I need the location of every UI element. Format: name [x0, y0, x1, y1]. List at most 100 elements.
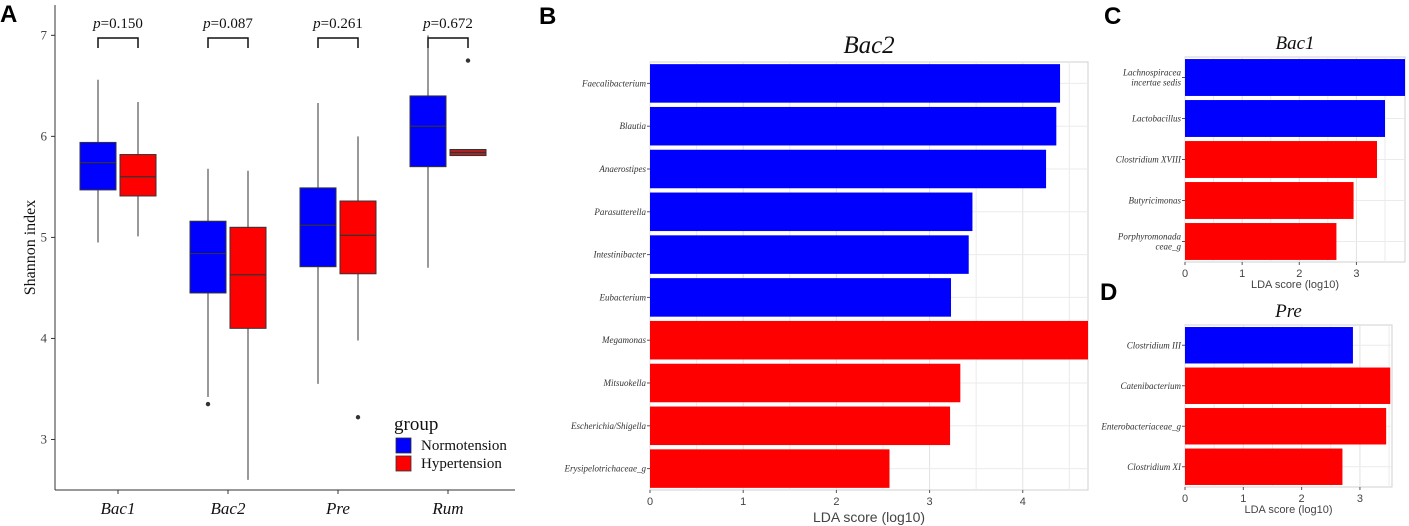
panel-c-lda-bac1: Lachnospiracea incertae sedis Lactobacillu… — [1116, 33, 1406, 291]
category-label: Blautia — [620, 121, 647, 131]
category-label-line: Blautia — [620, 121, 647, 131]
p-value-bracket — [97, 37, 139, 48]
category-label-line: Megamonas — [601, 335, 646, 345]
y-tick-label: 6 — [41, 128, 48, 143]
panel-letter-c: C — [1104, 3, 1121, 30]
bar-2 — [650, 149, 1047, 189]
p-symbol: p — [312, 16, 321, 32]
p-value-bracket — [207, 37, 249, 48]
panel-letter-a: A — [0, 1, 17, 28]
bar-2 — [1185, 408, 1387, 445]
x-tick-label: 2 — [833, 496, 839, 508]
bar-3 — [1185, 448, 1343, 485]
hypertension-box — [119, 154, 157, 197]
legend-label-normotension: Normotension — [421, 438, 507, 454]
category-label: Clostridium XVIII — [1116, 155, 1182, 165]
category-label-line: Anaerostipes — [598, 164, 646, 174]
x-axis-title: LDA score (log10) — [1244, 504, 1332, 516]
x-tick-label: 3 — [1357, 493, 1363, 505]
p-value-label: p=0.150 — [92, 16, 143, 32]
panel-d-lda-pre: Clostridium III Catenibacterium Enterobact… — [1100, 301, 1393, 516]
hypertension-box — [339, 200, 377, 275]
hypertension-outlier — [355, 415, 361, 420]
bar-7 — [650, 363, 961, 403]
category-label: Megamonas — [601, 335, 646, 345]
y-axis-title: Shannon index — [22, 200, 39, 296]
bar-4 — [650, 235, 969, 274]
p-value-label: p=0.261 — [312, 16, 363, 32]
normotension-box — [409, 95, 447, 168]
category-label-line: Catenibacterium — [1121, 381, 1182, 391]
bar-0 — [1185, 327, 1353, 364]
bar-3 — [1185, 182, 1354, 219]
category-label: Lachnospiracea incertae sedis — [1122, 68, 1181, 88]
legend-label-hypertension: Hypertension — [421, 456, 502, 472]
bar-3 — [650, 192, 973, 232]
category-label-line: Clostridium XVIII — [1116, 155, 1182, 165]
legend-title: group — [394, 414, 438, 435]
category-label-line: Mitsuokella — [603, 378, 647, 388]
normotension-outlier — [205, 401, 211, 407]
p-value: =0.261 — [321, 16, 363, 32]
y-tick-label: 5 — [41, 229, 48, 244]
category-label-line: Porphyromonada — [1117, 232, 1182, 242]
category-label: Anaerostipes — [598, 164, 646, 174]
category-label: Catenibacterium — [1121, 381, 1182, 391]
category-label: Clostridium III — [1127, 340, 1182, 350]
category-label: Erysipelotrichaceae_g — [564, 464, 647, 474]
panel-letter-b: B — [539, 3, 556, 30]
y-tick-label: 7 — [41, 27, 48, 42]
x-tick-label: 1 — [740, 496, 746, 508]
category-label: Intestinibacter — [593, 250, 647, 260]
category-label-line: Faecalibacterium — [581, 78, 646, 88]
p-symbol: p — [422, 16, 431, 32]
category-label-line: Eubacterium — [599, 292, 647, 302]
category-label: Escherichia/Shigella — [570, 421, 646, 431]
category-label-line: Clostridium XI — [1127, 462, 1182, 472]
bar-8 — [650, 406, 951, 446]
x-tick-label-pre: Pre — [325, 499, 350, 518]
bar-6 — [650, 320, 1088, 360]
category-label: Clostridium XI — [1127, 462, 1182, 472]
x-tick-label: 3 — [1353, 268, 1359, 280]
category-label-line: incertae sedis — [1131, 78, 1181, 88]
bar-9 — [650, 449, 890, 488]
x-tick-label: 2 — [1296, 268, 1302, 280]
p-value-bracket — [427, 37, 469, 48]
normotension-box — [189, 220, 227, 294]
p-symbol: p — [202, 16, 211, 32]
bar-1 — [650, 106, 1057, 146]
category-label-line: Clostridium III — [1127, 340, 1182, 350]
category-label-line: Intestinibacter — [593, 250, 647, 260]
category-label: Butyricimonas — [1129, 196, 1182, 206]
x-tick-label: 3 — [927, 496, 933, 508]
x-axis-title: LDA score (log10) — [1251, 279, 1339, 291]
hypertension-outlier — [465, 58, 471, 63]
panel-title: Bac1 — [1275, 33, 1314, 54]
x-tick-label: 0 — [647, 496, 653, 508]
legend-swatch-normotension — [395, 437, 412, 454]
panel-letter-d: D — [1100, 279, 1117, 306]
category-label-line: Butyricimonas — [1129, 196, 1182, 206]
x-tick-label: 0 — [1182, 493, 1188, 505]
category-label-line: Escherichia/Shigella — [570, 421, 646, 431]
x-tick-label: 1 — [1240, 493, 1246, 505]
x-tick-label-bac1: Bac1 — [101, 499, 136, 518]
p-symbol: p — [92, 16, 101, 32]
x-tick-label: 1 — [1239, 268, 1245, 280]
category-label-line: Enterobacteriaceae_g — [1100, 421, 1181, 431]
p-value-label: p=0.087 — [202, 16, 253, 32]
bar-1 — [1185, 367, 1391, 404]
category-label-line: Lachnospiracea — [1122, 68, 1181, 78]
category-label-line: Erysipelotrichaceae_g — [564, 464, 647, 474]
category-label: Lactobacillus — [1131, 114, 1181, 124]
category-label: Mitsuokella — [603, 378, 647, 388]
p-value-bracket — [317, 37, 359, 48]
bar-4 — [1185, 223, 1337, 260]
bar-0 — [650, 64, 1061, 103]
bar-5 — [650, 278, 952, 317]
x-tick-label: 4 — [1020, 496, 1026, 508]
normotension-box — [299, 187, 337, 268]
normotension-box — [79, 141, 117, 191]
